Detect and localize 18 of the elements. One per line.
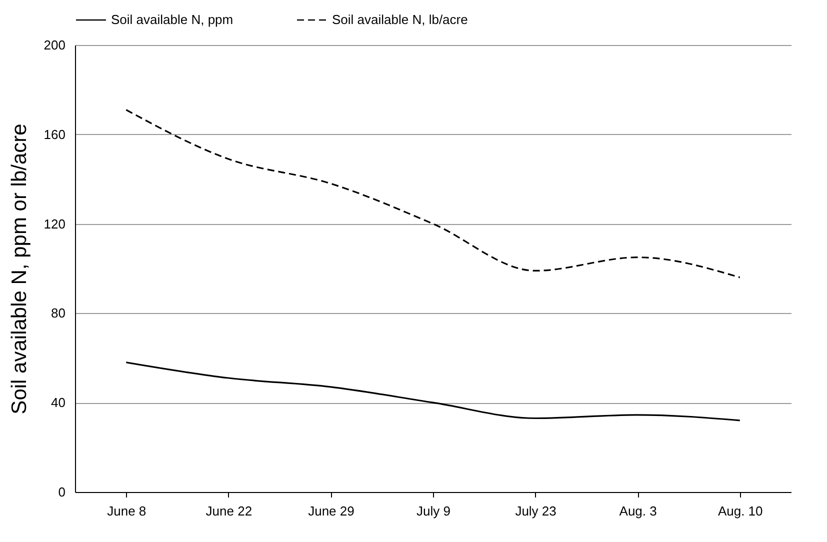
legend-label: Soil available N, ppm	[111, 12, 234, 27]
x-tick-label: June 8	[107, 504, 146, 518]
x-tick-label: July 9	[416, 504, 450, 518]
y-tick-label: 160	[44, 126, 66, 142]
y-tick-label: 120	[44, 216, 66, 232]
y-tick-label: 0	[58, 484, 66, 500]
line-series	[125, 362, 741, 422]
y-axis-title: Soil available N, ppm or lb/acre	[8, 124, 31, 414]
x-tick-label: June 22	[206, 504, 252, 518]
x-tick-label: Aug. 3	[619, 504, 657, 518]
y-tick-label: 40	[51, 395, 66, 410]
x-tick-label: June 29	[308, 504, 354, 518]
x-tick-label: July 23	[515, 504, 556, 518]
y-tick-label: 80	[51, 306, 66, 321]
x-tick-label: Aug. 10	[718, 504, 763, 518]
line-series	[125, 109, 741, 278]
legend-label: Soil available N, lb/acre	[332, 12, 468, 27]
y-tick-label: 200	[44, 38, 66, 52]
